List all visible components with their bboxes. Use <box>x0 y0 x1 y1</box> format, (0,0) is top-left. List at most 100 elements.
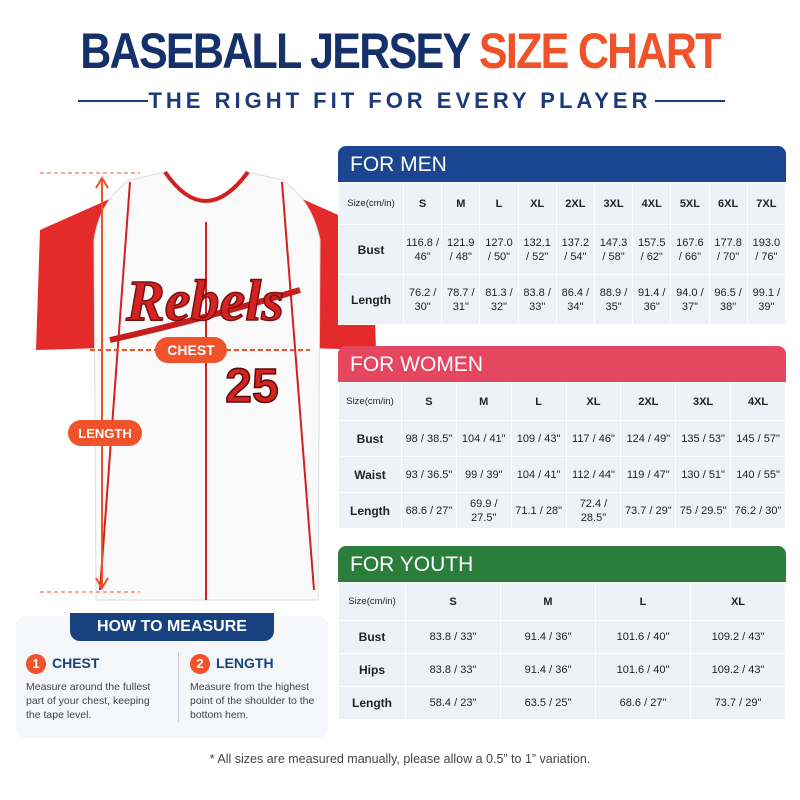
size-table: FOR MEN Size(cm/in) S M L XL 2XL 3XL 4XL 5XL 6XL 7X… <box>338 146 787 325</box>
header-row: Size(cm/in) S M L XL 2XL 3XL 4XL <box>338 382 786 421</box>
cell: 119 / 47" <box>620 456 677 493</box>
cell: 104 / 41" <box>455 420 512 457</box>
cell: 76.2 / 30" <box>730 492 786 529</box>
header-cell: XL <box>565 382 622 421</box>
team-name: Rebels <box>125 268 284 333</box>
cell: 147.3 / 58" <box>593 224 634 275</box>
cell: 69.9 / 27.5" <box>455 492 512 529</box>
collar <box>163 170 250 203</box>
cell: 73.7 / 29" <box>620 492 677 529</box>
piping <box>281 181 315 591</box>
header-cell: L <box>510 382 567 421</box>
row: Bust 83.8 / 33" 91.4 / 36" 101.6 / 40" 109.2… <box>338 620 786 654</box>
header-cell: Size(cm/in) <box>338 582 406 621</box>
header-cell: S <box>402 182 443 225</box>
row: Waist 93 / 36.5" 99 / 39" 104 / 41" 112 / 44… <box>338 456 786 493</box>
header-row: Size(cm/in) S M L XL <box>338 582 786 621</box>
title-accent: SIZE CHART <box>478 23 722 79</box>
rule <box>655 100 725 102</box>
table: Size(cm/in) S M L XL Bust 83.8 / 33" 91.4 / 36"… <box>338 582 786 720</box>
header-cell: 7XL <box>746 182 787 225</box>
row: Length 68.6 / 27" 69.9 / 27.5" 71.1 / 28" 72… <box>338 492 786 529</box>
header-cell: 4XL <box>730 382 786 421</box>
header-cell: S <box>401 382 457 421</box>
cell: 78.7 / 31" <box>441 274 481 325</box>
chest-pill <box>155 337 227 363</box>
header-cell: 3XL <box>675 382 732 421</box>
cell: 109.2 / 43" <box>690 620 786 654</box>
cell: 145 / 57" <box>730 420 786 457</box>
cell: 109 / 43" <box>510 420 567 457</box>
cell: 83.8 / 33" <box>405 620 501 654</box>
cell: 63.5 / 25" <box>500 686 596 720</box>
cell: 83.8 / 33" <box>517 274 557 325</box>
header-cell: 2XL <box>555 182 595 225</box>
how-to-box: HOW TO MEASURE 1 CHEST Measure around the … <box>16 613 328 738</box>
row: Hips 83.8 / 33" 91.4 / 36" 101.6 / 40" 109.2… <box>338 653 786 687</box>
cell: 86.4 / 34" <box>555 274 595 325</box>
cell: 135 / 53" <box>675 420 732 457</box>
cell: 167.6 / 66" <box>670 224 710 275</box>
cell: 140 / 55" <box>730 456 786 493</box>
cell: 112 / 44" <box>565 456 622 493</box>
cell: 96.5 / 38" <box>708 274 748 325</box>
swoosh <box>109 287 301 343</box>
row-label: Length <box>338 492 402 529</box>
header-cell: M <box>441 182 481 225</box>
header-cell: S <box>405 582 501 621</box>
cell: 68.6 / 27" <box>401 492 457 529</box>
cell: 193.0 / 76" <box>746 224 787 275</box>
cell: 93 / 36.5" <box>401 456 457 493</box>
cell: 91.4 / 36" <box>500 653 596 687</box>
jersey-number: 25 <box>225 360 278 413</box>
row-label: Bust <box>338 420 402 457</box>
title: BASEBALL JERSEY SIZE CHART <box>56 22 744 80</box>
header-row: Size(cm/in) S M L XL 2XL 3XL 4XL 5XL 6XL 7XL <box>338 182 787 225</box>
how-to-title: HOW TO MEASURE <box>70 613 274 641</box>
step: 1 CHEST Measure around the fullest part of… <box>26 654 161 722</box>
header-cell: 5XL <box>670 182 710 225</box>
length-pill <box>68 420 142 446</box>
row: Bust 98 / 38.5" 104 / 41" 109 / 43" 117 / 46… <box>338 420 786 457</box>
header-cell: L <box>479 182 519 225</box>
header-cell: 3XL <box>593 182 634 225</box>
header-cell: Size(cm/in) <box>338 182 404 225</box>
cell: 99 / 39" <box>455 456 512 493</box>
row-label: Waist <box>338 456 402 493</box>
table-title: FOR YOUTH <box>338 546 786 582</box>
header-cell: Size(cm/in) <box>338 382 402 421</box>
cell: 116.8 / 46" <box>402 224 443 275</box>
cell: 117 / 46" <box>565 420 622 457</box>
cell: 91.4 / 36" <box>632 274 672 325</box>
cell: 121.9 / 48" <box>441 224 481 275</box>
title-main: BASEBALL JERSEY <box>80 23 470 79</box>
cell: 68.6 / 27" <box>595 686 691 720</box>
cell: 101.6 / 40" <box>595 653 691 687</box>
row-label: Bust <box>338 620 406 654</box>
length-label: LENGTH <box>78 426 131 441</box>
header-cell: XL <box>517 182 557 225</box>
cell: 101.6 / 40" <box>595 620 691 654</box>
step-text: Measure from the highest point of the sh… <box>190 681 315 721</box>
cell: 83.8 / 33" <box>405 653 501 687</box>
step-number: 1 <box>26 654 46 674</box>
cell: 75 / 29.5" <box>675 492 732 529</box>
cell: 132.1 / 52" <box>517 224 557 275</box>
step-text: Measure around the fullest part of your … <box>26 681 151 721</box>
jersey-illustration: Rebels 25 LENGTH CHEST <box>36 170 376 601</box>
subtitle: THE RIGHT FIT FOR EVERY PLAYER <box>148 88 652 113</box>
header-cell: 2XL <box>620 382 677 421</box>
size-table: FOR YOUTH Size(cm/in) S M L XL Bust 83.8 / 33" 9… <box>338 546 786 720</box>
cell: 157.5 / 62" <box>632 224 672 275</box>
header-cell: M <box>455 382 512 421</box>
arrow-heads <box>95 176 109 590</box>
cell: 71.1 / 28" <box>510 492 567 529</box>
piping <box>99 181 131 591</box>
cell: 124 / 49" <box>620 420 677 457</box>
cell: 88.9 / 35" <box>593 274 634 325</box>
divider <box>178 652 179 722</box>
row-label: Length <box>338 274 404 325</box>
cell: 137.2 / 54" <box>555 224 595 275</box>
cell: 109.2 / 43" <box>690 653 786 687</box>
